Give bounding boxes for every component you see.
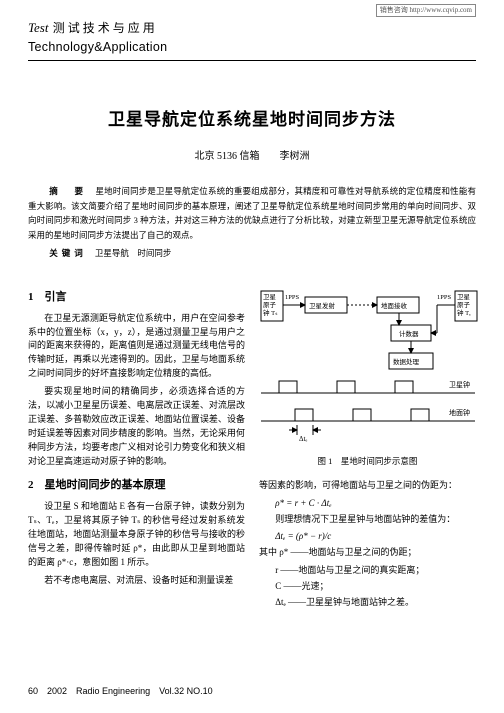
page-footer: 60 2002 Radio Engineering Vol.32 NO.10 — [28, 685, 213, 699]
svg-text:1PPS: 1PPS — [285, 294, 299, 301]
sec2-p1: 设卫星 S 和地面站 E 各有一台原子钟，读数分别为 Tₛ、Tₑ，卫星将其原子钟… — [28, 500, 245, 570]
header-en: Technology&Application — [28, 38, 476, 57]
svg-text:1PPS: 1PPS — [437, 294, 451, 301]
right-lead: 等因素的影响，可得地面站与卫星之间的伪距为： — [259, 479, 476, 493]
header-brand: Test — [28, 20, 48, 35]
svg-text:Δtₑ: Δtₑ — [299, 435, 307, 443]
figure-1-diagram: 卫星原子钟 Tₛ 卫星发射 地面接收 卫星原子钟 Tₑ 计数器 数据处理 1PP… — [259, 285, 476, 450]
source-url: 销售咨询 http://www.cqvip.com — [376, 4, 476, 17]
author-line: 北京 5136 信箱 李树洲 — [28, 149, 476, 165]
sec1-heading: 1 引言 — [28, 289, 245, 306]
keywords-text: 卫星导航 时间同步 — [95, 248, 172, 258]
left-column: 1 引言 在卫星无源测距导航定位系统中，用户在空间参考系中的位置坐标（x，y，z… — [28, 281, 245, 613]
right-column: 卫星原子钟 Tₛ 卫星发射 地面接收 卫星原子钟 Tₑ 计数器 数据处理 1PP… — [259, 281, 476, 613]
svg-text:卫星钟: 卫星钟 — [449, 380, 470, 389]
svg-text:原子: 原子 — [263, 301, 277, 309]
svg-text:数据处理: 数据处理 — [393, 357, 420, 366]
sec1-p2: 要实现星地时间的精确同步，必须选择合适的方法，以减小卫星星历误差、电离层改正误差… — [28, 385, 245, 469]
right-lead2: 则理想情况下卫星星钟与地面站钟的差值为： — [259, 513, 476, 527]
svg-text:卫星: 卫星 — [457, 293, 471, 301]
paper-title: 卫星导航定位系统星地时间同步方法 — [28, 107, 476, 133]
body-columns: 1 引言 在卫星无源测距导航定位系统中，用户在空间参考系中的位置坐标（x，y，z… — [28, 281, 476, 613]
svg-text:卫星发射: 卫星发射 — [309, 301, 336, 310]
keywords-label: 关键词 — [49, 248, 87, 258]
svg-text:地面接收: 地面接收 — [381, 301, 408, 310]
figure-1-caption: 图 1 星地时间同步示意图 — [259, 455, 476, 468]
svg-text:地面钟: 地面钟 — [449, 408, 470, 417]
abstract-label: 摘 要 — [49, 186, 87, 196]
svg-text:原子: 原子 — [457, 301, 471, 309]
abstract: 摘 要 星地时间同步是卫星导航定位系统的重要组成部分，其精度和可靠性对导航系统的… — [28, 184, 476, 260]
svg-text:卫星: 卫星 — [263, 293, 277, 301]
where-2: C ——光速； — [275, 580, 476, 594]
header-zh: 测试技术与应用 — [53, 21, 158, 35]
sec2-heading: 2 星地时间同步的基本原理 — [28, 477, 245, 494]
page-header: Test 测试技术与应用 Technology&Application — [28, 18, 476, 61]
abstract-text: 星地时间同步是卫星导航定位系统的重要组成部分，其精度和可靠性对导航系统的定位精度… — [28, 186, 476, 239]
sec1-p1: 在卫星无源测距导航定位系统中，用户在空间参考系中的位置坐标（x，y，z），是通过… — [28, 312, 245, 382]
eq1: ρ* = r + C · Δtₑ — [275, 497, 476, 511]
where-label: 其中 ρ* ——地面站与卫星之间的伪距； — [259, 546, 476, 560]
sec2-p2: 若不考虑电离层、对流层、设备时延和测量误差 — [28, 574, 245, 588]
where-1: r ——地面站与卫星之间的真实距离； — [275, 564, 476, 578]
svg-text:计数器: 计数器 — [399, 329, 419, 338]
svg-text:钟 Tₑ: 钟 Tₑ — [457, 308, 471, 317]
svg-text:钟 Tₛ: 钟 Tₛ — [263, 308, 278, 317]
header-rule — [28, 60, 476, 61]
where-3: Δtₑ ——卫星星钟与地面站钟之差。 — [275, 596, 476, 610]
eq2: Δtₑ = (ρ* − r)/c — [275, 530, 476, 544]
